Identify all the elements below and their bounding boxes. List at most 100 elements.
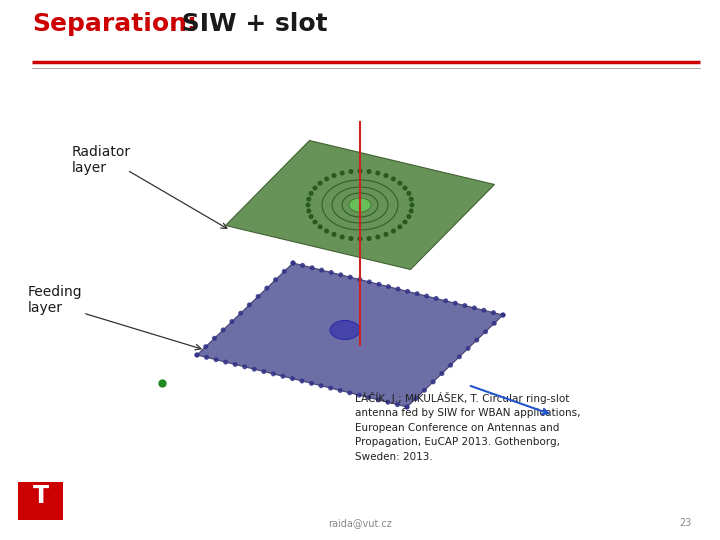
Circle shape	[248, 303, 251, 307]
Circle shape	[431, 380, 435, 384]
Circle shape	[384, 174, 388, 177]
Circle shape	[282, 269, 286, 273]
Circle shape	[325, 177, 328, 181]
Circle shape	[406, 289, 410, 293]
Circle shape	[501, 313, 505, 317]
Circle shape	[407, 215, 410, 218]
Circle shape	[318, 181, 322, 185]
Circle shape	[398, 181, 402, 185]
Circle shape	[339, 273, 343, 276]
Circle shape	[367, 237, 371, 240]
Circle shape	[482, 308, 486, 312]
Text: 23: 23	[679, 518, 691, 528]
Circle shape	[405, 405, 409, 409]
Circle shape	[410, 209, 413, 213]
Circle shape	[281, 374, 284, 378]
Circle shape	[291, 377, 294, 381]
Circle shape	[368, 280, 372, 284]
Circle shape	[472, 306, 476, 310]
Circle shape	[415, 292, 419, 295]
Circle shape	[444, 299, 448, 302]
Text: raida@vut.cz: raida@vut.cz	[328, 518, 392, 528]
Text: SIW + slot: SIW + slot	[173, 12, 328, 36]
Circle shape	[332, 174, 336, 177]
Circle shape	[434, 296, 438, 300]
Circle shape	[320, 268, 323, 272]
Circle shape	[307, 209, 310, 213]
Circle shape	[367, 396, 371, 400]
Circle shape	[319, 384, 323, 388]
Circle shape	[348, 391, 351, 395]
Circle shape	[310, 215, 313, 218]
Circle shape	[243, 365, 246, 369]
Circle shape	[300, 379, 304, 383]
Circle shape	[307, 197, 310, 201]
Circle shape	[376, 235, 379, 239]
Circle shape	[329, 386, 333, 390]
Circle shape	[501, 313, 505, 317]
Circle shape	[262, 370, 266, 373]
Circle shape	[410, 197, 413, 201]
Circle shape	[239, 312, 243, 315]
Circle shape	[212, 336, 216, 340]
Polygon shape	[197, 263, 503, 407]
Circle shape	[403, 220, 407, 224]
Circle shape	[306, 203, 310, 207]
Circle shape	[329, 271, 333, 274]
Circle shape	[410, 203, 414, 207]
Circle shape	[492, 321, 496, 325]
Text: LÁČÍK, J.; MIKULÁŠEK, T. Circular ring-slot
antenna fed by SIW for WBAN applicat: LÁČÍK, J.; MIKULÁŠEK, T. Circular ring-s…	[355, 392, 580, 462]
Circle shape	[384, 233, 388, 236]
Circle shape	[291, 261, 294, 265]
Circle shape	[310, 382, 313, 385]
Circle shape	[204, 345, 207, 348]
Polygon shape	[225, 140, 495, 269]
Circle shape	[195, 353, 199, 357]
Circle shape	[425, 294, 428, 298]
Circle shape	[230, 320, 234, 323]
Circle shape	[387, 285, 390, 288]
Circle shape	[357, 393, 361, 397]
Circle shape	[195, 353, 199, 357]
Circle shape	[376, 171, 379, 175]
Circle shape	[386, 401, 390, 404]
Circle shape	[423, 388, 426, 392]
Text: Separation:: Separation:	[32, 12, 197, 36]
Circle shape	[440, 372, 444, 375]
Circle shape	[265, 286, 269, 290]
Circle shape	[310, 266, 314, 269]
Circle shape	[325, 230, 328, 233]
Circle shape	[414, 397, 418, 401]
Text: Radiator
layer: Radiator layer	[72, 145, 131, 175]
Circle shape	[377, 398, 380, 402]
Circle shape	[215, 358, 218, 361]
Circle shape	[204, 355, 208, 359]
Circle shape	[463, 303, 467, 307]
Circle shape	[392, 177, 395, 181]
Circle shape	[396, 287, 400, 291]
Circle shape	[274, 278, 277, 281]
Circle shape	[271, 372, 275, 376]
Circle shape	[449, 363, 452, 367]
Circle shape	[405, 405, 409, 409]
Circle shape	[458, 355, 462, 359]
Circle shape	[221, 328, 225, 332]
Circle shape	[348, 275, 352, 279]
Circle shape	[403, 186, 407, 190]
Circle shape	[233, 363, 237, 366]
Circle shape	[341, 235, 344, 239]
Circle shape	[407, 192, 410, 195]
Text: Feeding
layer: Feeding layer	[28, 285, 83, 315]
Ellipse shape	[330, 321, 360, 340]
Circle shape	[484, 330, 487, 334]
Circle shape	[492, 311, 495, 314]
Ellipse shape	[349, 198, 371, 212]
Circle shape	[338, 389, 342, 392]
Circle shape	[349, 170, 353, 173]
Circle shape	[358, 278, 361, 281]
Circle shape	[332, 233, 336, 236]
Circle shape	[310, 192, 313, 195]
Circle shape	[318, 225, 322, 228]
Circle shape	[392, 230, 395, 233]
Circle shape	[475, 338, 479, 342]
